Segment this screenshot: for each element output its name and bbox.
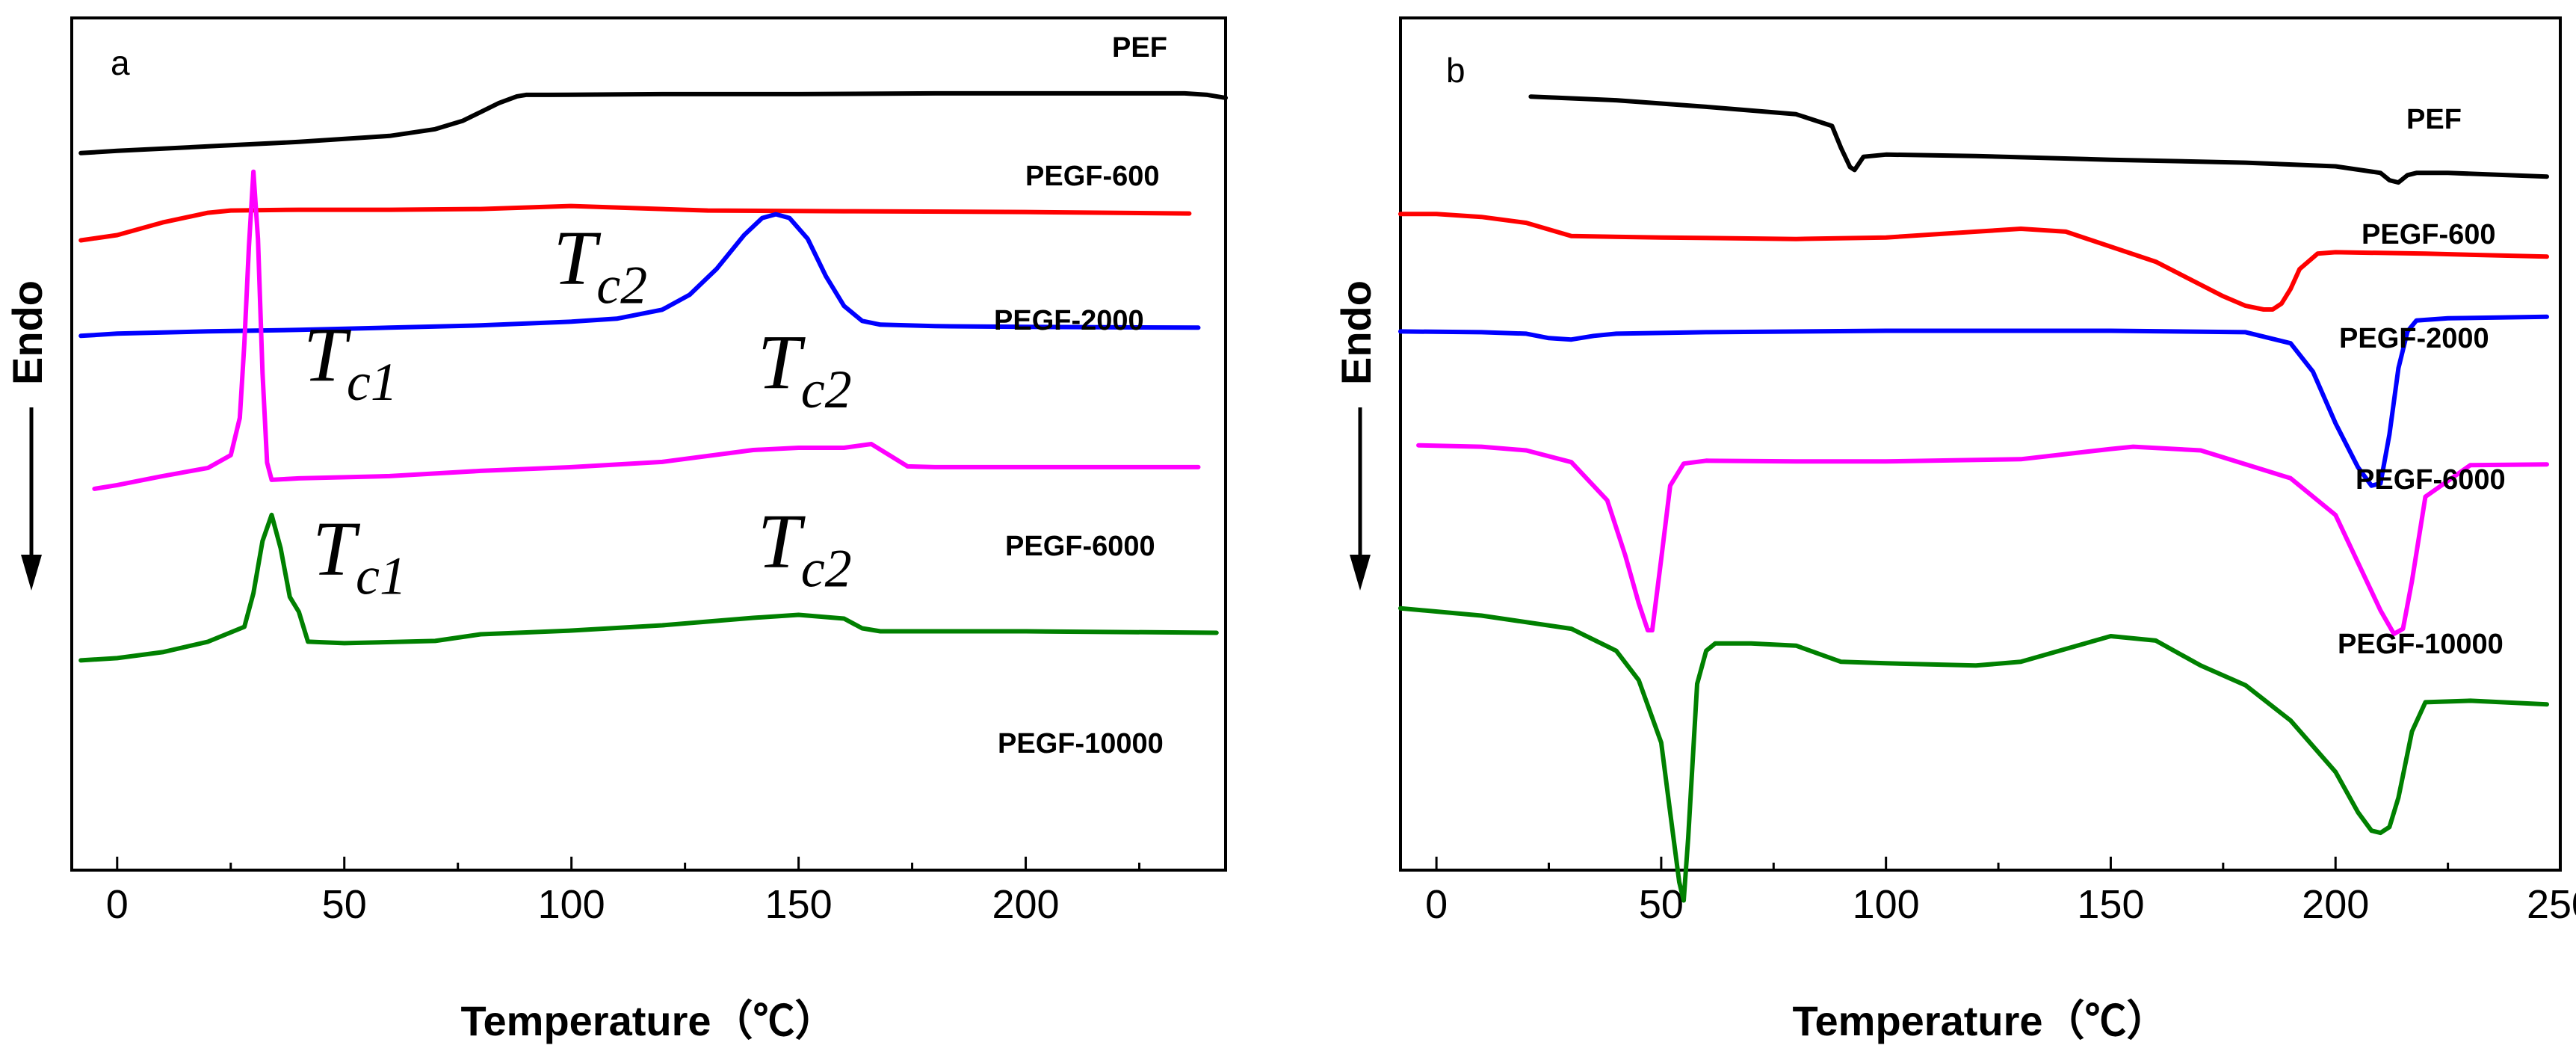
series-line-pegf-10000 (1398, 606, 2549, 903)
series-line-pef (1528, 94, 2549, 185)
series-label-pegf-6000: PEGF-6000 (1005, 531, 1155, 562)
tc-annotation: Tc1 (303, 312, 398, 412)
x-tick-label: 50 (1639, 882, 1684, 927)
x-tick-label: 250 (2527, 882, 2576, 927)
x-tick-label: 200 (2302, 882, 2369, 927)
series-label-pef: PEF (1112, 32, 1167, 64)
series-line-pegf-6000 (92, 169, 1201, 491)
y-axis-title: Endo (4, 280, 51, 385)
x-tick-label: 0 (1425, 882, 1448, 927)
x-tick-label: 100 (538, 882, 605, 927)
endo-arrow-head (1350, 555, 1371, 591)
y-axis-title: Endo (1332, 280, 1380, 385)
series-label-pef: PEF (2406, 104, 2462, 135)
series-line-pegf-2000 (78, 212, 1201, 339)
x-tick-label: 0 (106, 882, 129, 927)
series-line-pegf-600 (78, 203, 1192, 243)
series-label-pegf-10000: PEGF-10000 (998, 728, 1164, 759)
series-line-pegf-6000 (1416, 443, 2549, 636)
tc-annotation: Tc2 (553, 215, 647, 315)
panel-letter: a (111, 43, 130, 82)
x-axis-title: Temperature（℃） (1792, 997, 2168, 1044)
x-tick-label: 200 (992, 882, 1059, 927)
tc-annotation: Tc1 (312, 506, 407, 606)
panel-letter: b (1446, 51, 1465, 90)
series-label-pegf-10000: PEGF-10000 (2338, 629, 2504, 660)
series-label-pegf-600: PEGF-600 (1025, 161, 1160, 192)
x-tick-label: 150 (765, 882, 833, 927)
series-label-pegf-2000: PEGF-2000 (994, 305, 1144, 336)
series-line-pegf-2000 (1398, 314, 2549, 488)
series-line-pegf-600 (1398, 212, 2549, 312)
tc-annotation: Tc2 (758, 319, 852, 419)
series-line-pegf-10000 (78, 512, 1219, 663)
plot-frame (1399, 16, 2562, 872)
series-label-pegf-600: PEGF-600 (2362, 219, 2496, 250)
series-line-pef (78, 90, 1228, 155)
series-label-pegf-6000: PEGF-6000 (2356, 464, 2506, 496)
x-tick-label: 100 (1853, 882, 1920, 927)
plot-frame (70, 16, 1227, 872)
x-tick-label: 50 (322, 882, 367, 927)
panel-a: 0 50 100 150 200 Temperature（℃） a Endo PEF PEGF-6… (4, 16, 1228, 1044)
series-label-pegf-2000: PEGF-2000 (2339, 323, 2489, 354)
panel-b: 0 50 100 150 200 250 Temperature（℃） b Endo PEF PEG… (1332, 16, 2576, 1044)
x-axis-title: Temperature（℃） (460, 997, 836, 1044)
x-tick-label: 150 (2077, 882, 2144, 927)
tc-annotation: Tc2 (758, 499, 852, 599)
endo-arrow-head (21, 555, 42, 591)
